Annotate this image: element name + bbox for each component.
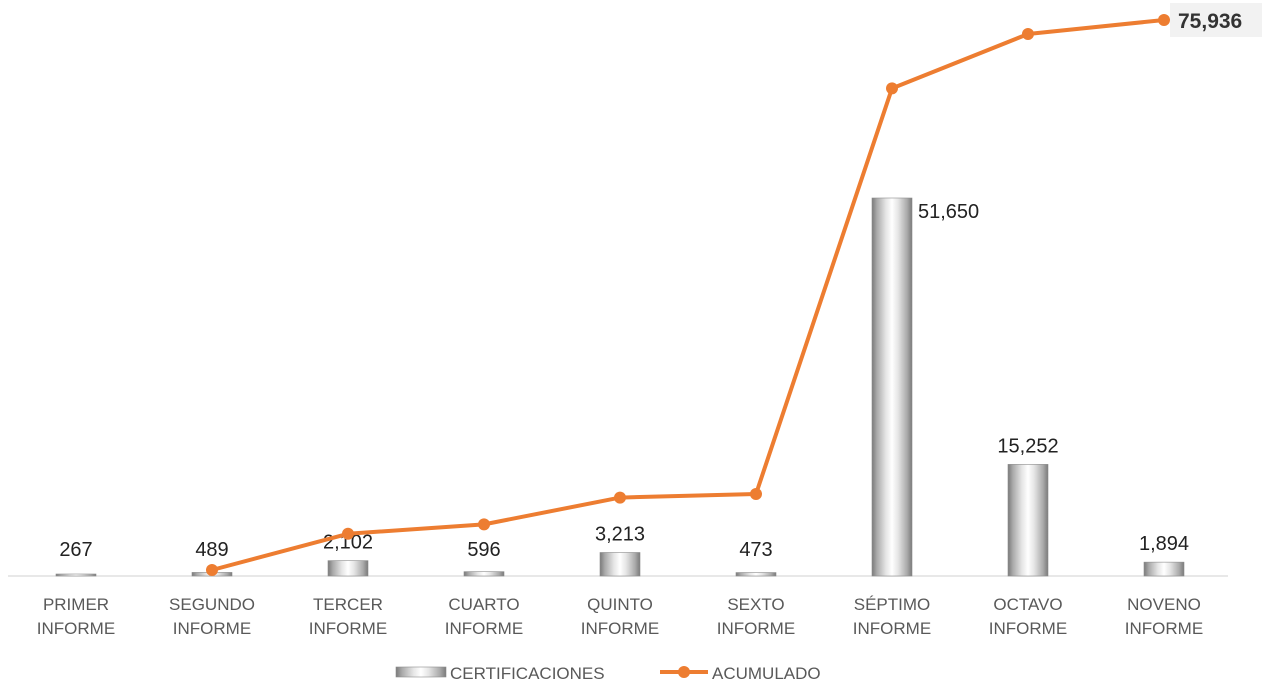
bar-value-label-5: 3,213 (595, 523, 645, 545)
legend-certificaciones-label: CERTIFICACIONES (450, 664, 605, 683)
bar-6 (735, 572, 777, 577)
bar-1 (55, 573, 97, 577)
acumulado-point-4 (478, 518, 490, 531)
legend-acumulado-label: ACUMULADO (712, 664, 821, 683)
bar-5 (599, 552, 641, 577)
acumulado-point-7 (886, 82, 898, 95)
category-label-3: TERCER INFORME (309, 595, 387, 638)
legend-acumulado-marker (678, 666, 690, 678)
category-label-7: SÉPTIMO INFORME (853, 595, 931, 638)
bar-7 (871, 197, 913, 577)
acumulado-point-8 (1022, 28, 1034, 41)
bar-value-label-6: 473 (739, 539, 772, 561)
acumulado-point-5 (614, 491, 626, 504)
bar-value-label-7: 51,650 (918, 201, 979, 223)
acumulado-point-2 (206, 564, 218, 576)
category-label-2: SEGUNDO INFORME (169, 595, 255, 638)
category-label-8: OCTAVO INFORME (989, 595, 1067, 638)
bar-value-label-9: 1,894 (1139, 533, 1189, 555)
bar-value-label-8: 15,252 (997, 435, 1058, 457)
category-label-9: NOVENO INFORME (1125, 595, 1203, 638)
acumulado-line (210, 18, 1166, 572)
last-value-box (1170, 3, 1262, 37)
bar-8 (1007, 464, 1049, 577)
acumulado-point-6 (750, 487, 762, 500)
bar-value-label-2: 489 (195, 539, 228, 561)
last-value-label: 75,936 (1178, 10, 1242, 33)
category-labels-layer: PRIMER INFORME SEGUNDO INFORME TERCER INFORME… (37, 595, 1203, 638)
category-label-6: SEXTO INFORME (717, 595, 795, 638)
acumulado-point-9 (1158, 14, 1170, 26)
category-label-5: QUINTO INFORME (581, 595, 659, 638)
legend: CERTIFICACIONES ACUMULADO (395, 664, 821, 683)
bar-value-label-4: 596 (467, 539, 500, 561)
bar-3 (327, 560, 369, 577)
acumulado-point-3 (342, 527, 354, 540)
bar-value-label-1: 267 (59, 539, 92, 561)
category-label-4: CUARTO INFORME (445, 595, 523, 638)
legend-certificaciones-swatch (395, 666, 447, 678)
acumulado-line-layer: 75,936 (206, 3, 1262, 576)
bar-4 (463, 571, 505, 577)
category-label-1: PRIMER INFORME (37, 595, 115, 638)
bar-9 (1143, 561, 1185, 577)
bars-layer (55, 197, 1185, 577)
